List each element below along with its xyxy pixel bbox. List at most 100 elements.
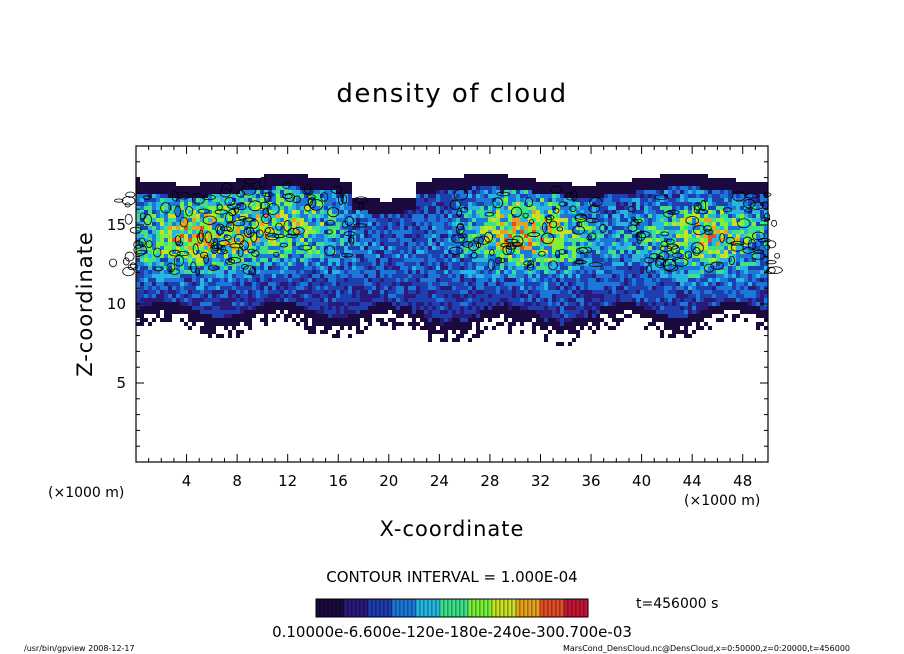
heatmap-cell <box>268 298 272 302</box>
heatmap-cell <box>496 234 500 238</box>
heatmap-cell <box>420 222 424 226</box>
heatmap-cell <box>648 294 652 298</box>
heatmap-cell <box>660 270 664 274</box>
heatmap-cell <box>360 206 364 210</box>
heatmap-cell <box>176 306 180 310</box>
heatmap-cell <box>556 194 560 198</box>
heatmap-cell <box>224 306 228 310</box>
heatmap-cell <box>516 218 520 222</box>
heatmap-cell <box>316 254 320 258</box>
heatmap-cell <box>588 318 592 322</box>
heatmap-cell <box>272 298 276 302</box>
heatmap-cell <box>284 186 288 190</box>
heatmap-cell <box>556 214 560 218</box>
heatmap-cell <box>228 246 232 250</box>
heatmap-cell <box>284 278 288 282</box>
heatmap-cell <box>144 286 148 290</box>
heatmap-cell <box>632 182 636 186</box>
heatmap-cell <box>528 226 532 230</box>
heatmap-cell <box>248 298 252 302</box>
heatmap-cell <box>536 310 540 314</box>
heatmap-cell <box>540 322 544 326</box>
heatmap-cell <box>248 202 252 206</box>
heatmap-cell <box>432 258 436 262</box>
heatmap-cell <box>304 178 308 182</box>
heatmap-cell <box>688 194 692 198</box>
heatmap-cell <box>612 270 616 274</box>
heatmap-cell <box>252 214 256 218</box>
heatmap-cell <box>516 254 520 258</box>
heatmap-cell <box>596 294 600 298</box>
heatmap-cell <box>172 278 176 282</box>
heatmap-cell <box>468 206 472 210</box>
heatmap-cell <box>160 238 164 242</box>
heatmap-cell <box>596 286 600 290</box>
heatmap-cell <box>412 206 416 210</box>
heatmap-cell <box>324 190 328 194</box>
heatmap-cell <box>560 310 564 314</box>
heatmap-cell <box>348 186 352 190</box>
heatmap-cell <box>584 190 588 194</box>
heatmap-cell <box>156 186 160 190</box>
heatmap-cell <box>596 190 600 194</box>
heatmap-cell <box>448 218 452 222</box>
heatmap-cell <box>532 210 536 214</box>
heatmap-cell <box>668 262 672 266</box>
heatmap-cell <box>648 242 652 246</box>
heatmap-cell <box>224 230 228 234</box>
heatmap-cell <box>560 266 564 270</box>
heatmap-cell <box>360 282 364 286</box>
heatmap-cell <box>224 242 228 246</box>
heatmap-cell <box>200 226 204 230</box>
heatmap-cell <box>224 278 228 282</box>
heatmap-cell <box>272 270 276 274</box>
heatmap-cell <box>648 258 652 262</box>
heatmap-cell <box>608 278 612 282</box>
heatmap-cell <box>616 274 620 278</box>
heatmap-cell <box>352 306 356 310</box>
heatmap-cell <box>216 322 220 326</box>
heatmap-cell <box>236 310 240 314</box>
heatmap-cell <box>468 262 472 266</box>
heatmap-cell <box>504 182 508 186</box>
heatmap-cell <box>200 190 204 194</box>
heatmap-cell <box>660 182 664 186</box>
heatmap-cell <box>536 230 540 234</box>
heatmap-cell <box>356 278 360 282</box>
heatmap-cell <box>364 274 368 278</box>
heatmap-cell <box>612 210 616 214</box>
heatmap-cell <box>292 186 296 190</box>
heatmap-cell <box>616 186 620 190</box>
heatmap-cell <box>196 306 200 310</box>
heatmap-cell <box>436 210 440 214</box>
heatmap-cell <box>424 278 428 282</box>
heatmap-cell <box>400 210 404 214</box>
heatmap-cell <box>264 190 268 194</box>
heatmap-cell <box>288 206 292 210</box>
heatmap-cell <box>268 210 272 214</box>
heatmap-cell <box>584 234 588 238</box>
heatmap-cell <box>220 334 224 338</box>
heatmap-cell <box>656 274 660 278</box>
heatmap-cell <box>560 206 564 210</box>
heatmap-cell <box>520 254 524 258</box>
heatmap-cell <box>256 234 260 238</box>
heatmap-cell <box>144 206 148 210</box>
heatmap-cell <box>560 294 564 298</box>
heatmap-cell <box>524 270 528 274</box>
heatmap-cell <box>216 222 220 226</box>
heatmap-cell <box>516 190 520 194</box>
heatmap-cell <box>436 298 440 302</box>
heatmap-cell <box>268 286 272 290</box>
heatmap-cell <box>204 198 208 202</box>
heatmap-cell <box>648 222 652 226</box>
heatmap-cell <box>668 202 672 206</box>
heatmap-cell <box>264 198 268 202</box>
heatmap-cell <box>264 178 268 182</box>
heatmap-cell <box>256 202 260 206</box>
heatmap-cell <box>472 282 476 286</box>
heatmap-cell <box>260 202 264 206</box>
heatmap-cell <box>476 278 480 282</box>
heatmap-cell <box>484 266 488 270</box>
heatmap-cell <box>676 250 680 254</box>
